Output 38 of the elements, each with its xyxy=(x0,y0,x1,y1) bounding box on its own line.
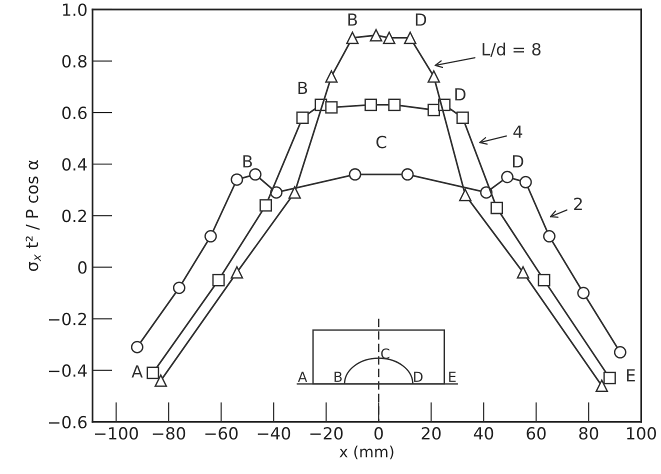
x-axis-title: x (mm) xyxy=(340,446,394,460)
y-tick-label: −0.6 xyxy=(48,416,87,428)
annotation: D xyxy=(416,14,426,26)
x-tick-label: −40 xyxy=(258,427,290,440)
annotation: E xyxy=(627,369,635,382)
text: L/d = 8 xyxy=(482,42,541,57)
x-tick-label: 20 xyxy=(422,427,441,440)
x-tick-label: −100 xyxy=(95,427,138,440)
y-axis-title: σ$_{x}$ t² / P cos α xyxy=(26,160,41,271)
annotation: B xyxy=(243,155,252,168)
y-tick-label: 0.4 xyxy=(62,158,87,171)
legend-label: 2 xyxy=(574,198,582,210)
annotation: A xyxy=(298,372,308,382)
annotation: E xyxy=(449,372,456,382)
y-tick-label: −0.2 xyxy=(48,312,86,326)
x-tick-label: 100 xyxy=(627,427,656,440)
annotation: D xyxy=(455,88,466,100)
y-tick-label: 0.8 xyxy=(62,54,87,68)
legend-label: 4 xyxy=(513,126,522,138)
annotation: D xyxy=(513,155,524,168)
x-tick-label: −60 xyxy=(205,427,238,440)
annotation: C xyxy=(376,136,386,148)
x-tick-label: 40 xyxy=(474,427,494,440)
annotation: B xyxy=(334,372,342,382)
x-tick-label: 0 xyxy=(374,427,383,440)
y-tick-label: 0.6 xyxy=(62,106,87,120)
annotation: A xyxy=(132,365,143,378)
x-tick-label: −80 xyxy=(152,427,186,440)
annotation: B xyxy=(348,14,357,26)
x-tick-label: 80 xyxy=(579,427,598,440)
y-tick-label: 1.0 xyxy=(63,3,87,16)
x-tick-label: 60 xyxy=(526,427,546,440)
annotation: D xyxy=(414,372,423,382)
y-tick-label: 0.2 xyxy=(62,210,86,222)
annotation: B xyxy=(298,82,308,94)
y-tick-label: −0.4 xyxy=(48,364,87,377)
x-tick-label: −20 xyxy=(310,427,343,440)
y-tick-label: 0 xyxy=(78,261,87,274)
